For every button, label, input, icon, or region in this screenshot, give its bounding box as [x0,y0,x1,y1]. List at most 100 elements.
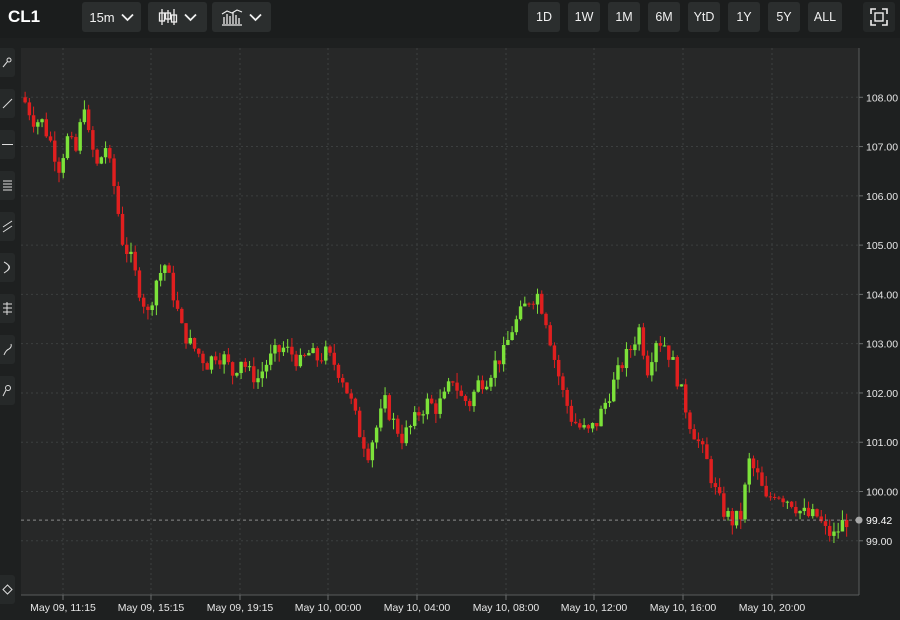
y-tick-label: 107.00 [866,142,898,154]
channel-tool[interactable] [0,212,15,241]
candle-body [535,293,540,305]
candle-body [743,484,747,520]
candle-body [624,348,629,369]
candle-body [95,149,99,164]
range-1w-button[interactable]: 1W [568,2,600,32]
horizontal-line-tool[interactable] [0,130,15,159]
candle-body [345,382,349,394]
candle-body [273,345,277,354]
candle-body [74,136,78,151]
range-1m-button[interactable]: 1M [608,2,640,32]
candle-body [700,441,705,445]
candle-body [768,496,773,498]
diamond-icon [2,584,13,595]
candle-body [103,148,108,158]
y-tick-label: 100.00 [866,487,898,499]
candle-body [256,378,260,383]
candle-body [328,346,332,353]
indicators-dropdown[interactable] [212,2,271,32]
candle-body [658,343,663,346]
candle-body [319,360,324,362]
arc-tool[interactable] [0,253,15,282]
candle-body [120,213,125,245]
candle-body [548,325,552,346]
y-tick-label: 106.00 [866,191,898,203]
candle-body [552,345,557,360]
candle-body [679,384,684,387]
interval-dropdown[interactable]: 15m [82,2,141,32]
candle-body [472,391,476,407]
candle-body [501,344,506,365]
candle-body [302,354,307,356]
candle-body [840,519,845,532]
candle-body [362,437,366,449]
symbol-label[interactable]: CL1 [8,7,41,26]
candle-body [637,327,641,345]
range-ytd-button[interactable]: YtD [688,2,720,32]
candle-body [599,408,603,427]
trend-line-tool[interactable] [0,89,15,118]
plot-area[interactable] [21,48,859,595]
fullscreen-button[interactable] [863,2,895,32]
candle-body [379,408,383,428]
candle-body [298,354,303,367]
chevron-down-icon [184,13,197,21]
candle-body [383,395,387,409]
candle-body [65,136,70,159]
range-1y-button[interactable]: 1Y [728,2,760,32]
candle-body [366,448,370,461]
candle-body [421,414,425,416]
candle-body [772,496,777,498]
candle-body [116,186,120,214]
candle-body [391,418,396,420]
candle-body [48,136,53,141]
candle-body [827,525,832,536]
candle-body [806,507,811,517]
candle-body [764,485,768,497]
candle-body [387,395,392,420]
candle-body [540,293,544,314]
candle-body [311,348,315,354]
range-6m-button[interactable]: 6M [648,2,680,32]
range-1d-button[interactable]: 1D [528,2,560,32]
x-tick-label: May 10, 16:00 [650,602,717,614]
candle-body [197,348,201,354]
candle-body [434,403,438,414]
candle-body [798,511,802,514]
chart-type-dropdown[interactable] [148,2,207,32]
range-all-button[interactable]: ALL [808,2,842,32]
candle-body [468,400,472,407]
candle-body [27,102,32,116]
candle-body [497,360,502,365]
candle-body [69,136,74,138]
candle-body [717,487,722,494]
text-annotation-tool[interactable] [0,376,15,405]
candle-body [489,377,493,387]
pitchfork-tool[interactable] [0,294,15,323]
candle-body [756,468,760,473]
range-5y-button[interactable]: 5Y [768,2,800,32]
candle-body [141,297,146,307]
x-tick-label: May 10, 08:00 [473,602,540,614]
y-tick-label: 104.00 [866,289,898,301]
candle-body [607,401,612,403]
candle-body [154,280,159,306]
candle-body [667,345,671,360]
fib-retracement-tool[interactable] [0,171,15,200]
brush-tool[interactable] [0,335,15,364]
candle-body [514,319,519,333]
brush-icon [3,343,12,356]
candle-body [44,119,49,137]
candle-body [705,444,709,460]
candle-body [40,119,44,123]
candle-body [616,365,620,380]
candle-body [510,332,514,341]
candle-body [671,357,675,360]
settings-tool[interactable] [0,575,15,604]
pointer-tool[interactable] [0,48,15,77]
candle-body [692,429,696,440]
candle-body [612,379,616,402]
fullscreen-icon [870,8,888,26]
